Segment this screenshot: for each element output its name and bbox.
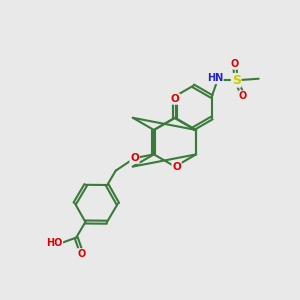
Text: O: O — [130, 153, 139, 163]
Text: O: O — [239, 91, 247, 101]
Text: S: S — [232, 74, 241, 87]
Text: O: O — [171, 94, 179, 104]
Text: O: O — [172, 162, 181, 172]
Text: HN: HN — [207, 74, 223, 83]
Text: HO: HO — [46, 238, 62, 248]
Text: O: O — [230, 59, 239, 69]
Text: O: O — [78, 249, 86, 259]
